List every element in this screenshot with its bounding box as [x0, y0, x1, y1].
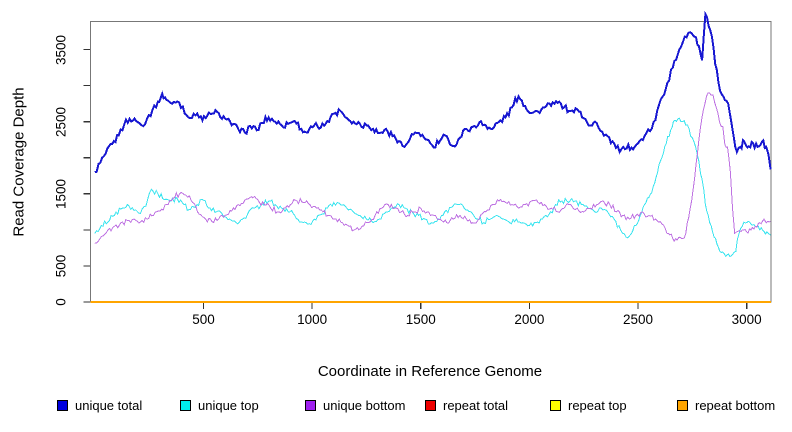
series-line-unique-top: [94, 117, 771, 258]
legend-swatch: [550, 400, 561, 411]
legend-swatch: [677, 400, 688, 411]
series-line-unique-total: [94, 10, 772, 174]
legend-swatch: [57, 400, 68, 411]
legend-item-repeat-bottom: repeat bottom: [677, 398, 776, 413]
legend-label: repeat total: [443, 398, 509, 413]
legend-swatch: [180, 400, 191, 411]
x-tick-label: 1000: [297, 312, 328, 327]
legend-label: repeat top: [568, 398, 627, 413]
y-tick-label: 500: [53, 254, 69, 278]
y-tick-label: 0: [53, 298, 69, 306]
x-tick-label: 1500: [405, 312, 436, 327]
series-line-unique-bottom: [94, 92, 771, 244]
legend-item-repeat-total: repeat total: [425, 398, 509, 413]
legend-item-unique-top: unique top: [180, 398, 259, 413]
legend-label: unique total: [75, 398, 143, 413]
x-tick-label: 500: [192, 312, 215, 327]
x-axis-title: Coordinate in Reference Genome: [317, 363, 543, 380]
y-tick-label: 1500: [53, 178, 69, 209]
legend-item-unique-bottom: unique bottom: [305, 398, 406, 413]
x-tick-label: 2000: [514, 312, 545, 327]
y-tick-label: 2500: [53, 106, 69, 137]
x-tick-label: 3000: [731, 312, 762, 327]
legend: unique total unique top unique bottom repea…: [0, 398, 792, 415]
legend-item-repeat-top: repeat top: [550, 398, 627, 413]
plot-box: [89, 20, 772, 303]
y-axis-title: Read Coverage Depth: [10, 87, 28, 237]
legend-item-unique-total: unique total: [57, 398, 143, 413]
legend-swatch: [305, 400, 316, 411]
legend-label: unique bottom: [323, 398, 406, 413]
legend-swatch: [425, 400, 436, 411]
legend-label: repeat bottom: [695, 398, 776, 413]
legend-label: unique top: [198, 398, 259, 413]
y-tick-label: 3500: [53, 34, 69, 65]
x-tick-label: 2500: [622, 312, 654, 327]
